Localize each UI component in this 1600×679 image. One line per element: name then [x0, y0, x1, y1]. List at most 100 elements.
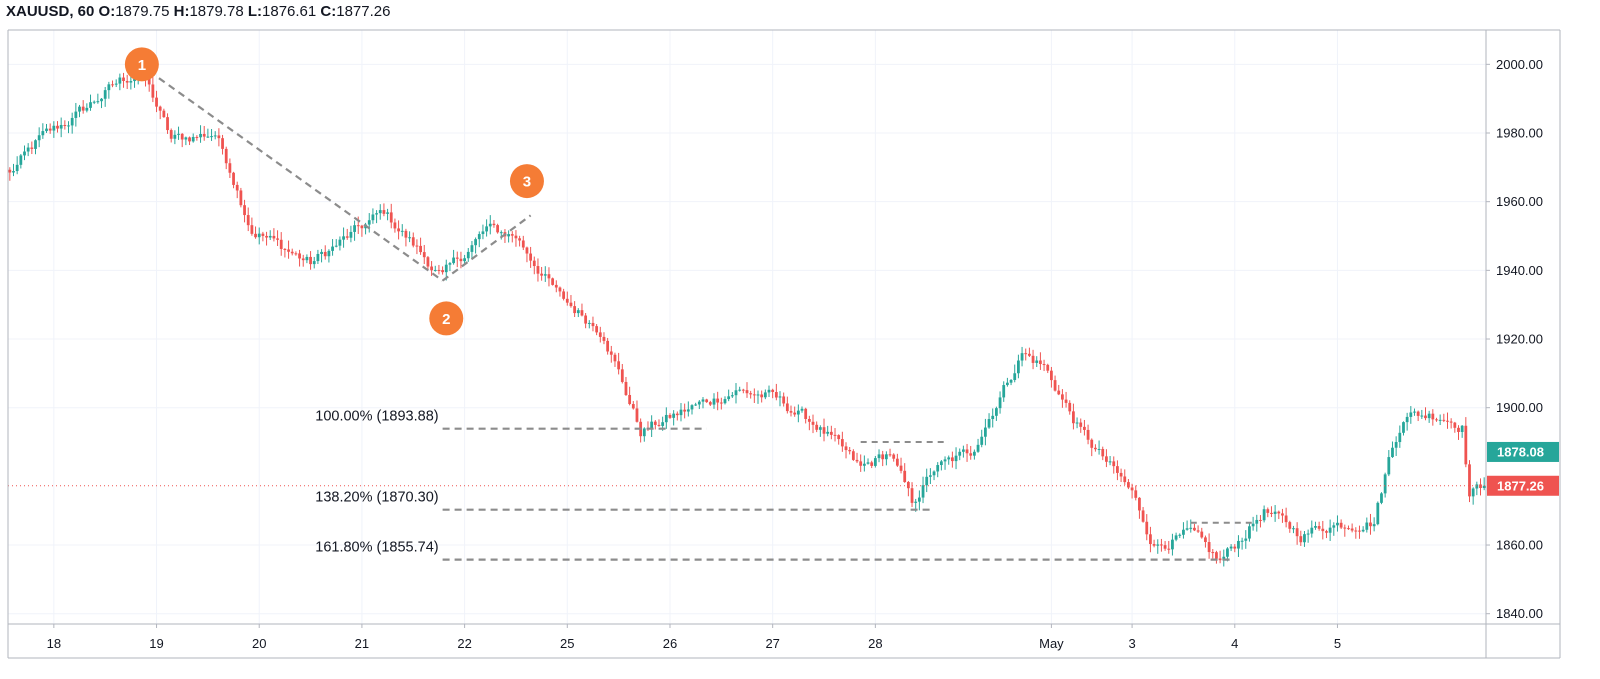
candle-body	[444, 264, 448, 273]
candle-body	[771, 389, 775, 392]
candle-body	[1240, 540, 1244, 542]
candle-body	[169, 130, 173, 139]
candle-body	[1229, 546, 1233, 549]
candle-body	[1435, 419, 1438, 421]
candle-body	[1259, 519, 1262, 521]
candle-body	[1116, 466, 1119, 473]
candle-body	[334, 245, 338, 247]
x-tick-label: May	[1039, 636, 1064, 651]
candle-body	[353, 225, 356, 232]
candle-body	[1017, 360, 1020, 374]
candle-body	[162, 110, 166, 118]
candle-body	[327, 250, 331, 257]
candle-body	[543, 274, 547, 276]
candle-body	[921, 485, 925, 498]
candles	[8, 64, 1486, 567]
candle-body	[598, 332, 602, 337]
candle-body	[683, 409, 687, 412]
candle-body	[987, 419, 991, 428]
candle-body	[1090, 439, 1094, 448]
candle-body	[1233, 546, 1237, 549]
candle-body	[719, 402, 723, 404]
price-tag-down	[1487, 475, 1559, 496]
candle-body	[965, 449, 969, 454]
candle-body	[947, 457, 951, 460]
candle-body	[738, 389, 742, 391]
candle-body	[1292, 528, 1295, 530]
candle-body	[290, 251, 294, 254]
candle-body	[224, 148, 228, 164]
candle-body	[294, 253, 298, 255]
open-value: 1879.75	[115, 3, 170, 20]
candle-body	[23, 151, 26, 156]
candle-body	[1042, 364, 1046, 366]
candle-body	[745, 390, 749, 394]
candle-body	[580, 310, 584, 316]
candle-body	[525, 247, 529, 254]
candle-body	[1475, 484, 1479, 489]
candle-body	[1347, 528, 1350, 530]
candle-body	[404, 230, 408, 238]
candle-body	[1339, 522, 1343, 528]
candle-body	[389, 212, 393, 223]
candle-body	[15, 164, 19, 172]
candle-body	[1101, 448, 1105, 457]
candle-body	[239, 190, 243, 206]
candle-body	[265, 235, 268, 238]
candle-body	[301, 258, 305, 261]
candle-body	[609, 351, 613, 355]
candle-body	[983, 427, 987, 437]
candle-body	[1376, 502, 1380, 525]
candle-body	[232, 172, 235, 185]
candle-body	[796, 410, 800, 415]
candle-body	[26, 147, 30, 152]
y-tick-label: 1960.00	[1496, 194, 1543, 209]
candle-body	[613, 354, 617, 362]
candle-body	[844, 446, 848, 451]
drawings: 100.00% (1893.88) 138.20% (1870.30) 161.80…	[8, 47, 1486, 561]
candle-body	[1057, 390, 1061, 395]
candle-body	[928, 475, 932, 477]
candle-body	[1097, 448, 1101, 450]
candle-body	[37, 135, 41, 141]
candle-body	[1468, 464, 1471, 497]
candle-body	[8, 169, 12, 173]
candle-body	[111, 84, 114, 86]
y-tick-label: 1920.00	[1496, 332, 1543, 347]
candle-body	[910, 488, 914, 503]
candle-body	[1457, 427, 1460, 432]
candle-body	[1112, 461, 1116, 467]
candle-body	[1160, 544, 1163, 546]
candle-body	[1405, 416, 1409, 423]
y-tick-label: 1840.00	[1496, 606, 1543, 621]
candle-body	[510, 234, 514, 236]
candle-body	[818, 427, 822, 430]
candle-body	[1262, 509, 1266, 521]
candle-body	[78, 106, 81, 112]
candle-body	[862, 463, 866, 466]
candle-body	[349, 231, 353, 238]
candle-body	[1449, 421, 1453, 423]
candle-body	[45, 128, 48, 132]
candle-body	[840, 439, 844, 447]
candle-body	[624, 381, 628, 395]
candle-body	[1174, 535, 1178, 540]
candle-body	[895, 458, 899, 466]
candle-body	[1464, 425, 1468, 465]
x-tick-label: 20	[252, 636, 266, 651]
candle-body	[925, 476, 929, 486]
candle-body	[1127, 482, 1130, 488]
candle-body	[507, 234, 511, 237]
candle-body	[1299, 536, 1303, 543]
candle-body	[41, 131, 45, 136]
candle-body	[1354, 530, 1358, 532]
candle-body	[855, 459, 859, 462]
y-tick-label: 1900.00	[1496, 400, 1543, 415]
candle-body	[1086, 429, 1090, 440]
candle-body	[701, 399, 705, 402]
candle-body	[529, 253, 533, 261]
candle-body	[151, 84, 155, 98]
candle-body	[1325, 531, 1328, 533]
candle-body	[1420, 415, 1424, 417]
